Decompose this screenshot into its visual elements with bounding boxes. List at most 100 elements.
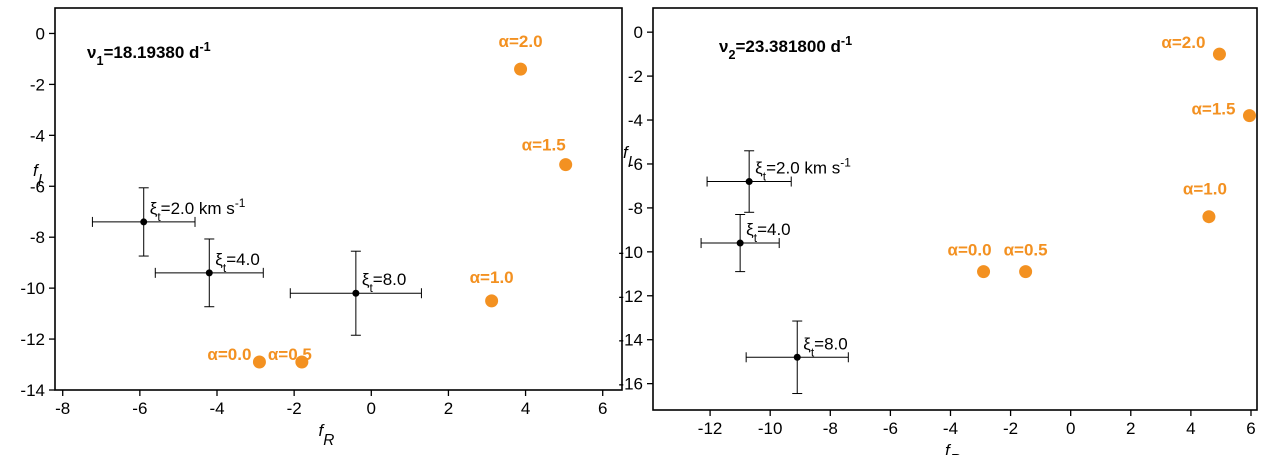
point-label: α=2.0 [1161, 33, 1205, 52]
text-part: ξ [803, 334, 811, 353]
text-part: =4.0 [226, 250, 260, 269]
text-part: ν [719, 37, 728, 56]
point [205, 269, 213, 277]
point [1202, 210, 1216, 224]
point-label: ξt=4.0 [215, 250, 259, 275]
x-tick-label: 4 [1186, 419, 1195, 438]
text-part: t [763, 170, 767, 184]
point-label: α=1.5 [522, 136, 566, 155]
text-part: =2.0 km s [766, 159, 840, 178]
text-part: t [369, 281, 373, 295]
point [793, 353, 801, 361]
y-tick-label: -6 [628, 155, 643, 174]
x-tick-label: 2 [444, 399, 453, 418]
plot-frame [54, 7, 623, 391]
y-tick-label: -8 [628, 199, 643, 218]
x-tick-label: -6 [132, 399, 147, 418]
x-tick-label: -12 [698, 419, 723, 438]
x-tick-label: -2 [1003, 419, 1018, 438]
point [736, 239, 744, 247]
point [252, 355, 266, 369]
point [1242, 109, 1256, 123]
text-part: ξ [746, 220, 754, 239]
text-part: 2 [728, 48, 735, 62]
text-part: α=1.5 [1191, 100, 1235, 119]
text-part: f [623, 143, 630, 162]
point-label: α=2.0 [499, 32, 543, 51]
text-part: α=1.5 [522, 136, 566, 155]
text-part: ν [87, 43, 96, 62]
panel-title: ν2=23.381800 d-1 [719, 34, 852, 62]
plot-frame [652, 7, 1258, 411]
point [559, 158, 573, 172]
text-part: =18.19380 d [103, 43, 199, 62]
x-tick-label: 6 [598, 399, 607, 418]
text-part: ξ [150, 199, 158, 218]
x-tick-label: -8 [55, 399, 70, 418]
x-axis-label: fR [319, 421, 335, 449]
text-part: α=2.0 [1161, 33, 1205, 52]
x-tick-label: -4 [943, 419, 958, 438]
text-part: ξ [755, 159, 763, 178]
x-tick-label: -10 [758, 419, 783, 438]
text-part: I [628, 154, 633, 171]
y-tick-label: 0 [36, 24, 45, 43]
text-part: -1 [235, 196, 246, 210]
text-part: =23.381800 d [735, 37, 840, 56]
y-tick-label: -4 [30, 126, 45, 145]
point-label: α=1.5 [1191, 100, 1235, 119]
text-part: -1 [841, 34, 852, 48]
x-tick-label: -8 [823, 419, 838, 438]
x-tick-label: -2 [287, 399, 302, 418]
y-tick-label: -14 [20, 381, 45, 400]
y-tick-label: -6 [30, 177, 45, 196]
text-part: t [811, 345, 815, 359]
y-axis-label: fI [623, 143, 633, 171]
text-part: I [38, 172, 43, 189]
x-axis-label: fR [945, 441, 961, 455]
text-part: α=0.0 [948, 241, 992, 260]
point-label: α=0.5 [1004, 241, 1048, 260]
point-label: α=0.0 [207, 345, 251, 364]
point-label: ξt=8.0 [362, 270, 407, 295]
y-tick-label: 0 [634, 23, 643, 42]
point [352, 289, 360, 297]
panel-title: ν1=18.19380 d-1 [87, 40, 211, 68]
point [295, 355, 309, 369]
point [514, 62, 528, 76]
text-part: f [33, 161, 40, 180]
point-label: α=0.5 [268, 345, 312, 364]
text-part: f [945, 441, 952, 455]
y-tick-label: -12 [618, 287, 643, 306]
text-part: α=1.0 [470, 268, 514, 287]
text-part: R [323, 432, 334, 449]
y-tick-label: -4 [628, 111, 643, 130]
y-tick-label: -14 [618, 331, 643, 350]
point-label: α=1.0 [1183, 180, 1227, 199]
text-part: =8.0 [373, 270, 407, 289]
text-part: α=0.0 [207, 345, 251, 364]
y-tick-label: -8 [30, 228, 45, 247]
point [485, 294, 499, 308]
point-label: ξt=4.0 [746, 220, 791, 245]
point [140, 218, 148, 226]
x-tick-label: 0 [1066, 419, 1075, 438]
x-tick-label: 0 [367, 399, 376, 418]
text-part: -1 [199, 40, 210, 54]
text-part: R [950, 452, 961, 455]
text-part: f [319, 421, 326, 440]
text-part: =4.0 [757, 220, 791, 239]
text-part: =2.0 km s [161, 199, 235, 218]
y-tick-label: -10 [20, 279, 45, 298]
y-tick-label: -2 [30, 75, 45, 94]
x-tick-label: 6 [1246, 419, 1255, 438]
point-label: α=1.0 [470, 268, 514, 287]
text-part: α=0.5 [1004, 241, 1048, 260]
x-tick-label: -6 [883, 419, 898, 438]
point-label: ξt=2.0 km s-1 [755, 156, 851, 184]
text-part: t [754, 231, 758, 245]
text-part: α=2.0 [499, 32, 543, 51]
text-part: -1 [840, 156, 851, 170]
point [977, 265, 991, 279]
